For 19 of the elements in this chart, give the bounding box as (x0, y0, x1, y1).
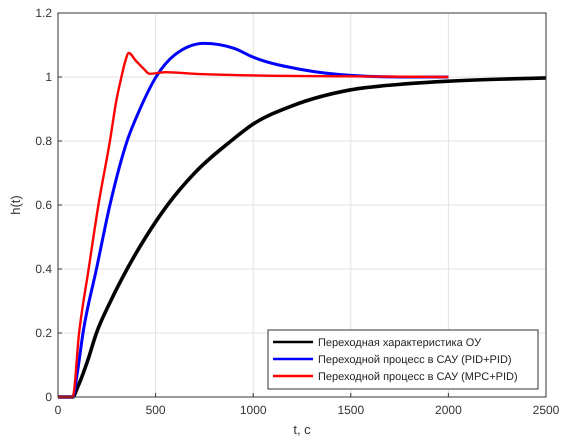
y-axis-title: h(t) (8, 195, 23, 215)
legend-label: Переходной процесс в САУ (PID+PID) (318, 354, 512, 366)
x-axis-title: t, c (293, 422, 312, 437)
legend-label: Переходной процесс в САУ (MPC+PID) (318, 371, 518, 383)
x-tick-label: 1500 (337, 403, 364, 417)
y-tick-label: 1 (45, 70, 52, 84)
y-tick-label: 0.2 (35, 326, 52, 340)
y-tick-label: 0 (45, 390, 52, 404)
x-tick-label: 2000 (435, 403, 462, 417)
legend-label: Переходная характеристика ОУ (318, 337, 482, 349)
y-tick-label: 0.6 (35, 198, 52, 212)
line-series (56, 76, 548, 399)
y-tick-label: 0.4 (35, 262, 52, 276)
x-tick-label: 500 (146, 403, 166, 417)
y-tick-label: 0.8 (35, 134, 52, 148)
y-tick-label: 1.2 (35, 6, 52, 20)
x-tick-label: 0 (54, 403, 62, 417)
x-tick-label: 2500 (532, 403, 560, 417)
x-tick-label: 1000 (240, 403, 267, 417)
